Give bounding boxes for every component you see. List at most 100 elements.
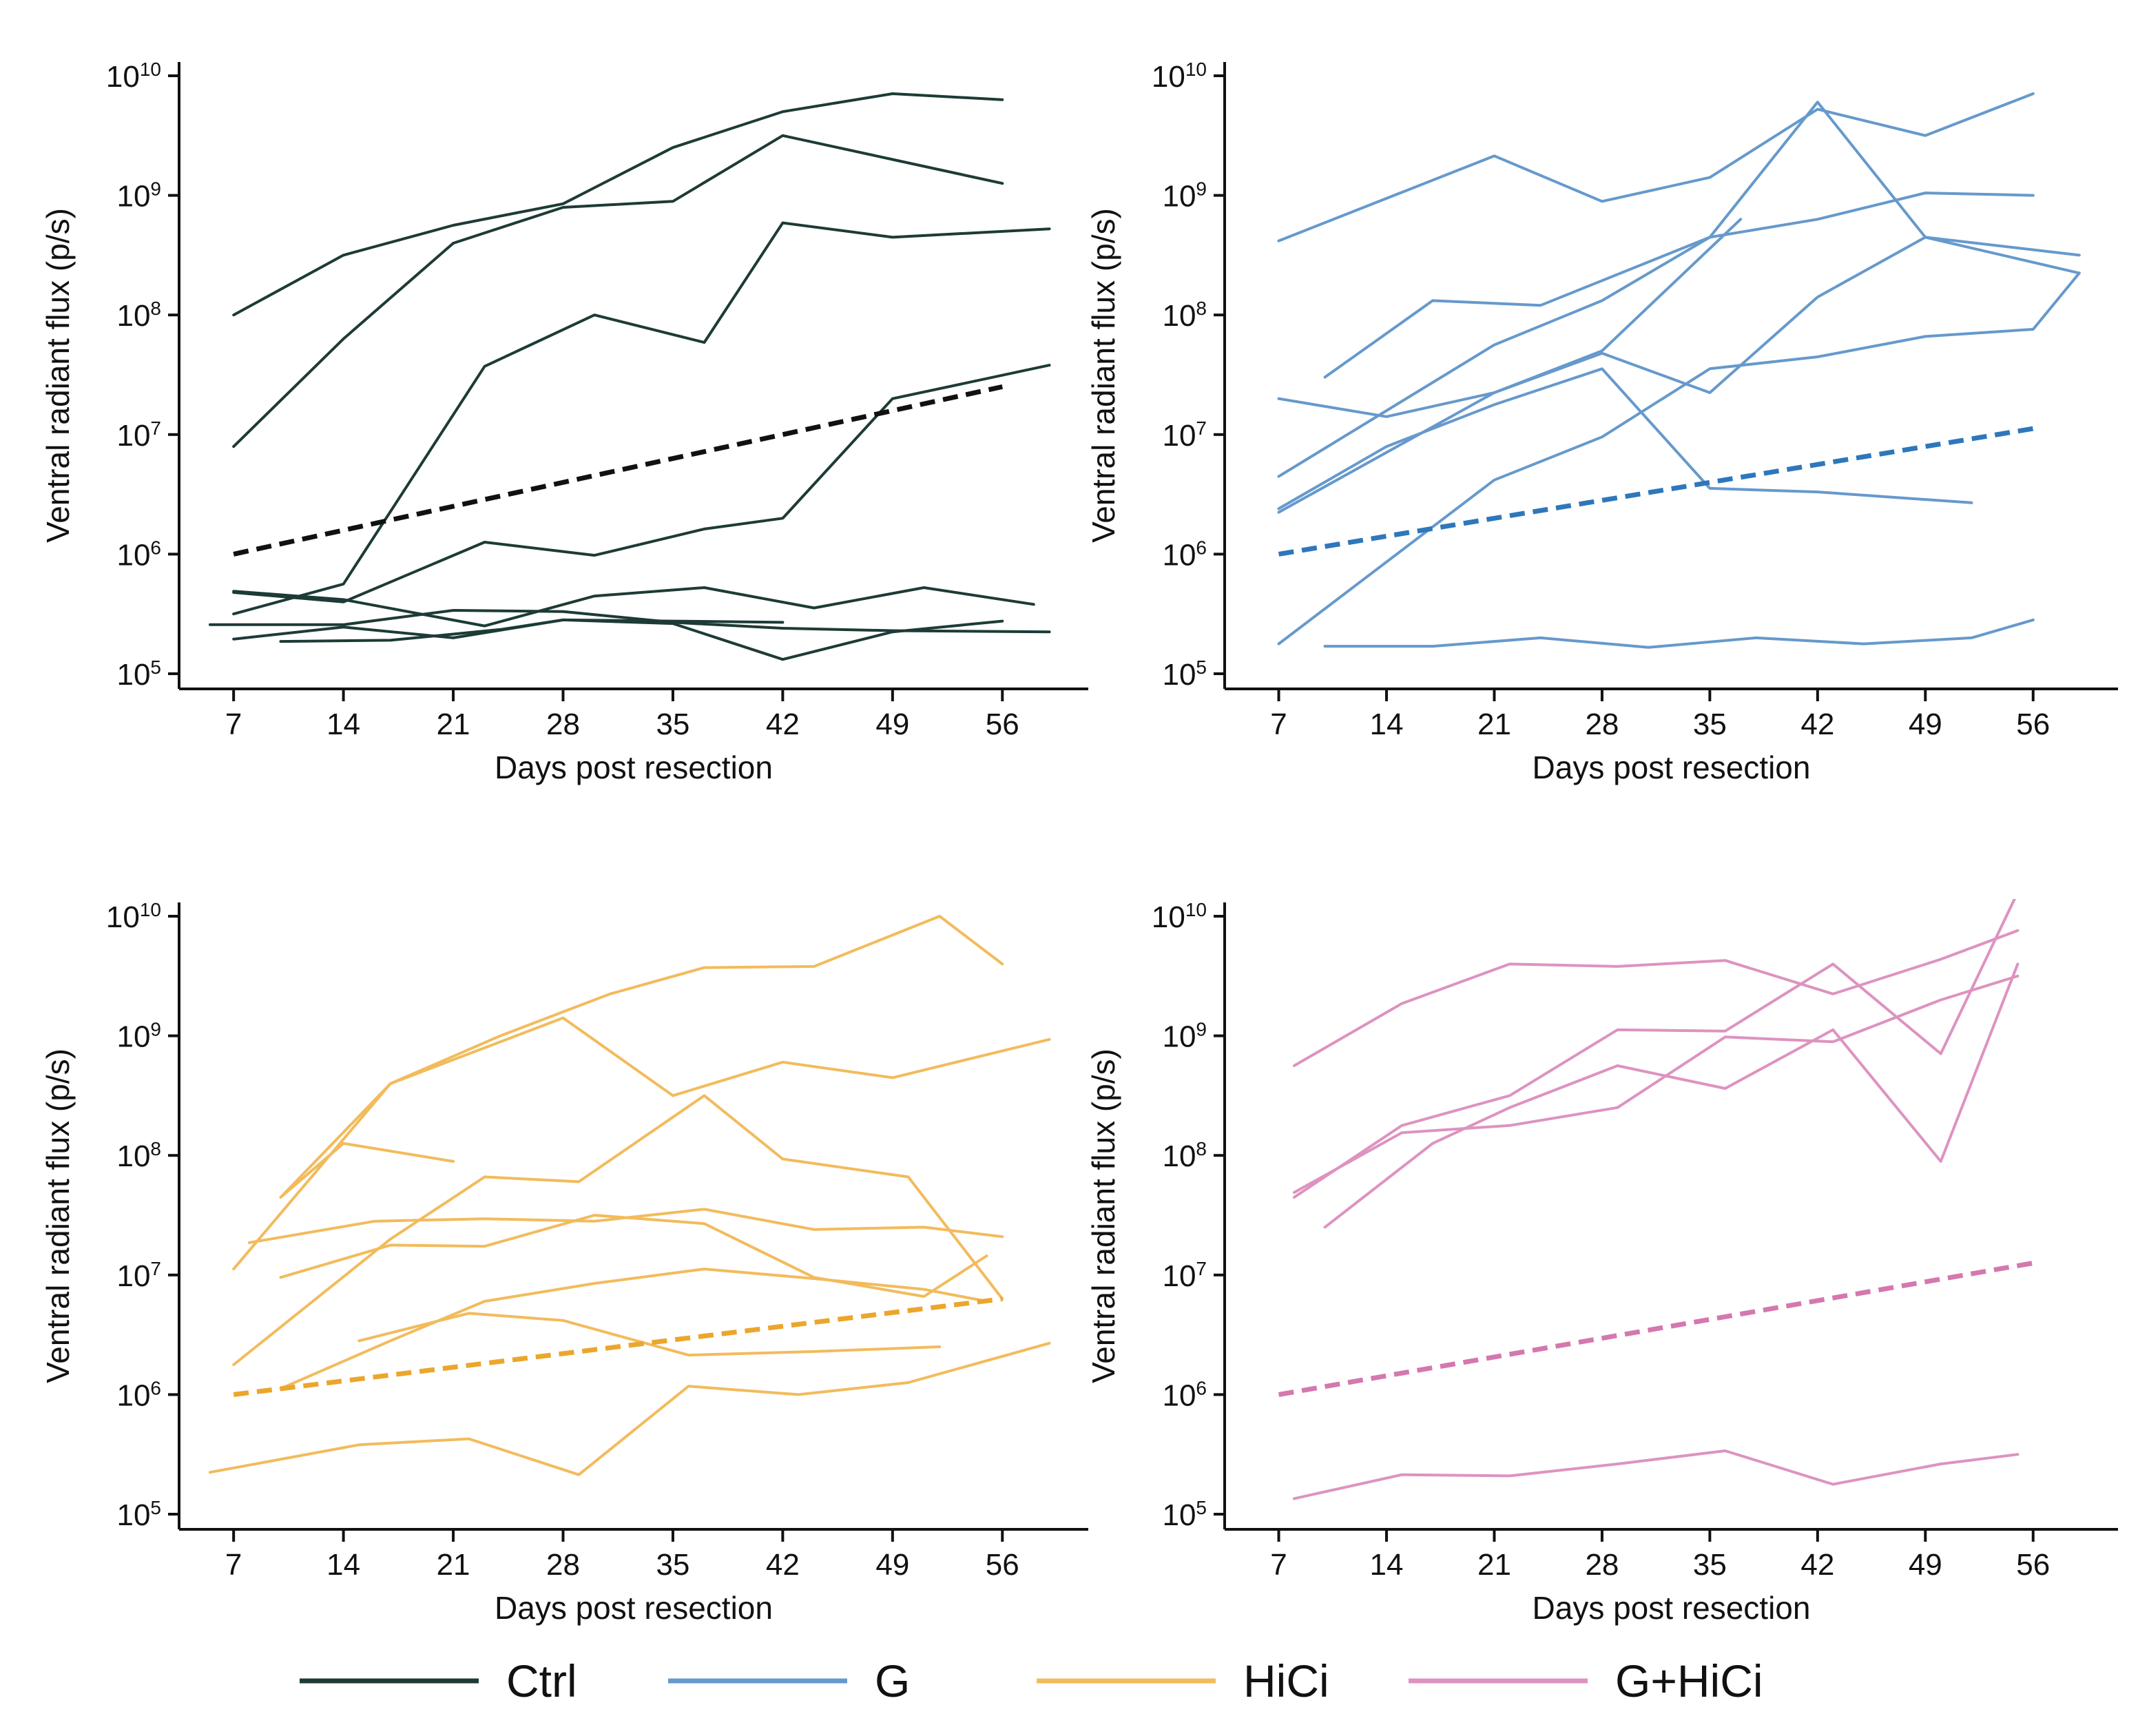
x-tick-label: 21 — [1477, 1548, 1511, 1582]
y-tick-label: 107 — [1162, 1258, 1207, 1293]
y-tick-label: 109 — [116, 1019, 161, 1054]
x-tick-label: 56 — [2016, 707, 2050, 741]
x-tick-label: 7 — [1270, 1548, 1287, 1582]
y-tick-exponent: 5 — [1196, 1497, 1207, 1518]
y-tick-exponent: 6 — [1196, 537, 1207, 558]
y-tick-label: 109 — [1162, 1019, 1207, 1054]
y-tick-exponent: 8 — [150, 298, 161, 319]
x-tick-label: 14 — [326, 1548, 360, 1582]
legend-label: HiCi — [1243, 1655, 1329, 1706]
y-tick-label: 108 — [116, 1138, 161, 1173]
x-tick-label: 7 — [225, 707, 242, 741]
y-tick-exponent: 9 — [1196, 1019, 1207, 1040]
y-tick-base: 10 — [1162, 299, 1196, 333]
series-line-1 — [1277, 92, 2035, 242]
y-tick-exponent: 6 — [1196, 1377, 1207, 1398]
data-series-group — [1278, 899, 2034, 1500]
y-tick-base: 10 — [1162, 1139, 1196, 1173]
y-axis-title: Ventral radiant flux (p/s) — [40, 208, 76, 543]
y-tick-exponent: 5 — [1196, 657, 1207, 678]
series-line-3 — [1323, 962, 2020, 1229]
x-tick-label: 42 — [766, 1548, 800, 1582]
y-tick-base: 10 — [1162, 538, 1196, 572]
y-tick-base: 10 — [1162, 180, 1196, 214]
series-line-5 — [232, 586, 1035, 628]
y-tick-exponent: 7 — [1196, 1258, 1207, 1279]
y-tick-base: 10 — [106, 900, 140, 934]
data-series-group — [209, 915, 1051, 1476]
y-tick-exponent: 6 — [150, 1377, 161, 1398]
y-tick-exponent: 7 — [1196, 417, 1207, 439]
y-tick-label: 105 — [1162, 1497, 1207, 1532]
y-tick-base: 10 — [116, 1020, 150, 1054]
series-line-8 — [1323, 618, 2035, 649]
series-line-6 — [279, 1214, 988, 1298]
x-tick-label: 21 — [1477, 707, 1511, 741]
x-axis-title: Days post resection — [495, 1590, 773, 1626]
y-tick-base: 10 — [116, 1259, 150, 1293]
series-line-2 — [1292, 899, 2016, 1199]
y-tick-exponent: 7 — [150, 417, 161, 439]
x-tick-label: 28 — [546, 1548, 580, 1582]
x-tick-label: 35 — [656, 1548, 689, 1582]
y-tick-label: 1010 — [1152, 59, 1207, 94]
series-line-8 — [279, 618, 785, 643]
y-tick-exponent: 9 — [150, 1019, 161, 1040]
x-tick-label: 14 — [1370, 1548, 1404, 1582]
series-line-2 — [232, 134, 1004, 448]
x-tick-label: 49 — [875, 707, 909, 741]
trend-line — [233, 1296, 1003, 1397]
legend-item-hici: HiCi — [1037, 1655, 1329, 1706]
y-tick-exponent: 10 — [140, 899, 161, 920]
y-tick-exponent: 7 — [150, 1258, 161, 1279]
series-line-1 — [232, 92, 1004, 317]
x-tick-label: 21 — [437, 1548, 470, 1582]
x-tick-label: 7 — [1270, 707, 1287, 741]
x-axis-title: Days post resection — [1533, 750, 1811, 785]
x-tick-label: 49 — [875, 1548, 909, 1582]
x-tick-label: 14 — [326, 707, 360, 741]
series-line-7 — [279, 1268, 988, 1390]
y-tick-exponent: 10 — [140, 59, 161, 80]
trend-line — [233, 384, 1004, 557]
y-tick-exponent: 9 — [1196, 178, 1207, 200]
x-tick-label: 28 — [1585, 707, 1619, 741]
y-tick-exponent: 10 — [1185, 59, 1207, 80]
y-tick-base: 10 — [1152, 900, 1185, 934]
y-tick-exponent: 8 — [1196, 1138, 1207, 1159]
y-tick-label: 108 — [1162, 298, 1207, 333]
y-tick-label: 1010 — [106, 899, 161, 934]
x-tick-label: 21 — [437, 707, 470, 741]
x-tick-label: 42 — [766, 707, 800, 741]
legend-item-ctrl: Ctrl — [300, 1655, 577, 1706]
legend-item-g-hici: G+HiCi — [1409, 1655, 1763, 1706]
y-tick-base: 10 — [1162, 658, 1196, 692]
trend-line — [1278, 426, 2034, 557]
x-tick-label: 35 — [1693, 707, 1727, 741]
y-tick-label: 107 — [116, 1258, 161, 1293]
y-tick-label: 1010 — [106, 59, 161, 94]
y-tick-label: 106 — [1162, 1377, 1207, 1412]
y-tick-exponent: 6 — [150, 537, 161, 558]
x-axis-title: Days post resection — [1533, 1590, 1811, 1626]
y-tick-base: 10 — [116, 658, 150, 692]
y-tick-label: 105 — [116, 1497, 161, 1532]
trend-line — [1278, 1260, 2034, 1397]
legend: Ctrl G HiCi G+HiCi — [300, 1655, 1763, 1706]
y-tick-exponent: 8 — [150, 1138, 161, 1159]
legend-label: G+HiCi — [1615, 1655, 1763, 1706]
y-axis-title: Ventral radiant flux (p/s) — [40, 1048, 76, 1383]
series-line-9 — [209, 1341, 1051, 1476]
legend-label: Ctrl — [506, 1655, 577, 1706]
x-tick-label: 42 — [1800, 1548, 1834, 1582]
y-tick-base: 10 — [116, 538, 150, 572]
x-tick-label: 42 — [1800, 707, 1834, 741]
x-axis-title: Days post resection — [495, 750, 773, 785]
series-line-4 — [232, 364, 1051, 603]
y-axis-title: Ventral radiant flux (p/s) — [1086, 208, 1121, 543]
y-tick-exponent: 9 — [150, 178, 161, 200]
